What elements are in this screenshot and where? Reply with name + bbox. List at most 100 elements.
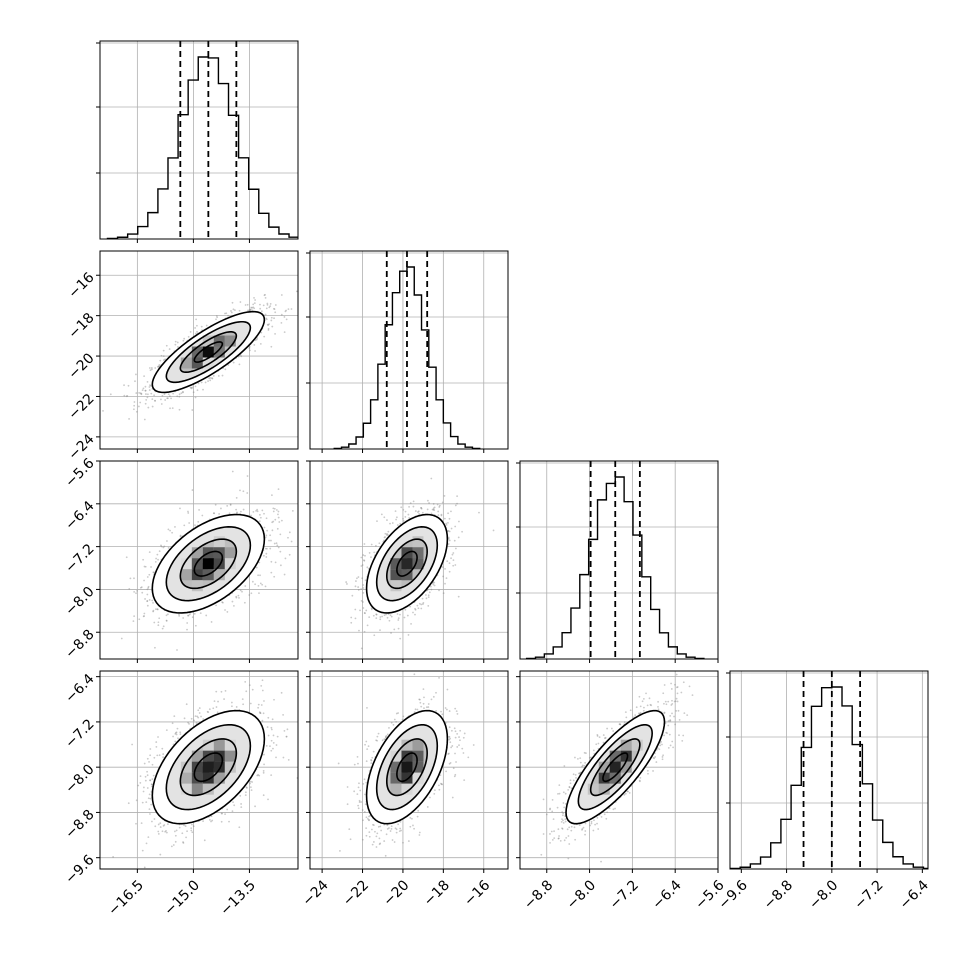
- scatter-point: [235, 508, 238, 511]
- scatter-point: [157, 365, 160, 368]
- scatter-point: [384, 735, 387, 738]
- scatter-point: [409, 816, 412, 819]
- scatter-point: [420, 506, 422, 509]
- scatter-point: [277, 513, 279, 516]
- density-cell: [390, 750, 402, 762]
- scatter-point: [360, 599, 363, 602]
- scatter-point: [661, 756, 664, 758]
- scatter-point: [143, 615, 145, 617]
- scatter-point: [643, 706, 645, 709]
- scatter-point: [183, 337, 186, 340]
- scatter-point: [364, 612, 366, 615]
- scatter-point: [562, 819, 564, 822]
- scatter-point: [566, 828, 569, 831]
- scatter-point: [179, 535, 182, 538]
- scatter-point: [356, 577, 358, 580]
- scatter-point: [260, 704, 263, 706]
- scatter-point: [453, 775, 456, 778]
- scatter-point: [660, 740, 663, 743]
- scatter-point: [149, 748, 152, 750]
- scatter-point: [445, 577, 448, 579]
- scatter-point: [160, 354, 163, 357]
- contour-2-sigma: [151, 513, 266, 614]
- scatter-point: [597, 742, 600, 745]
- scatter-point: [638, 695, 641, 698]
- scatter-point: [408, 505, 410, 508]
- scatter-point: [605, 817, 608, 820]
- density-cell: [224, 547, 236, 559]
- scatter-point: [675, 697, 678, 700]
- scatter-point: [387, 534, 389, 536]
- scatter-point: [164, 358, 167, 361]
- scatter-point: [197, 520, 200, 523]
- scatter-point: [645, 692, 647, 695]
- scatter-point: [288, 531, 291, 534]
- scatter-point: [563, 765, 566, 767]
- scatter-point: [134, 380, 136, 383]
- scatter-point: [372, 841, 375, 843]
- scatter-point: [143, 375, 146, 378]
- scatter-point: [263, 554, 265, 557]
- scatter-point: [366, 566, 369, 569]
- scatter-point: [662, 754, 664, 757]
- scatter-point: [454, 547, 457, 550]
- scatter-point: [239, 589, 242, 592]
- scatter-point: [270, 726, 273, 729]
- scatter-point: [368, 616, 371, 619]
- scatter-point: [386, 519, 388, 521]
- density-cell: [202, 346, 214, 358]
- scatter-point: [174, 340, 177, 343]
- scatter-point: [166, 613, 169, 616]
- scatter-point: [360, 647, 363, 650]
- scatter-point: [375, 739, 378, 742]
- scatter-point: [228, 512, 231, 515]
- scatter-point: [585, 752, 587, 755]
- scatter-point: [161, 627, 164, 630]
- scatter-point: [251, 781, 254, 783]
- scatter-point: [220, 820, 223, 823]
- scatter-point: [667, 747, 670, 749]
- scatter-point: [291, 509, 294, 512]
- scatter-point: [667, 720, 670, 722]
- scatter-point: [246, 303, 249, 306]
- scatter-point: [375, 617, 378, 620]
- scatter-point: [397, 619, 400, 621]
- scatter-point: [412, 500, 415, 503]
- scatter-point: [556, 806, 559, 809]
- scatter-point: [447, 543, 450, 545]
- scatter-point: [624, 792, 627, 795]
- scatter-point: [154, 561, 157, 563]
- scatter-point: [268, 306, 271, 309]
- scatter-point: [448, 736, 451, 738]
- scatter-point: [461, 747, 464, 750]
- scatter-point: [650, 704, 653, 707]
- scatter-point: [212, 375, 215, 377]
- scatter-point: [157, 823, 160, 826]
- scatter-point: [270, 319, 273, 322]
- scatter-point: [164, 830, 167, 833]
- scatter-point: [365, 781, 368, 784]
- scatter-point: [368, 815, 370, 818]
- scatter-point: [283, 729, 286, 732]
- scatter-point: [144, 565, 147, 568]
- scatter-point: [182, 391, 184, 394]
- scatter-point: [253, 344, 256, 346]
- scatter-point: [368, 818, 370, 821]
- scatter-point: [190, 386, 193, 389]
- scatter-point: [600, 815, 603, 818]
- scatter-point: [144, 389, 147, 392]
- scatter-point: [270, 539, 272, 542]
- scatter-point: [249, 349, 251, 352]
- scatter-point: [195, 332, 197, 335]
- scatter-point: [669, 719, 672, 721]
- density-cell: [213, 346, 225, 358]
- scatter-point: [420, 607, 423, 610]
- scatter-point: [264, 585, 267, 588]
- scatter-point: [189, 331, 192, 333]
- scatter-point: [158, 365, 161, 368]
- scatter-point: [125, 556, 128, 559]
- scatter-point: [395, 712, 398, 715]
- scatter-point: [363, 778, 366, 781]
- scatter-point: [414, 608, 417, 611]
- scatter-point: [176, 395, 179, 398]
